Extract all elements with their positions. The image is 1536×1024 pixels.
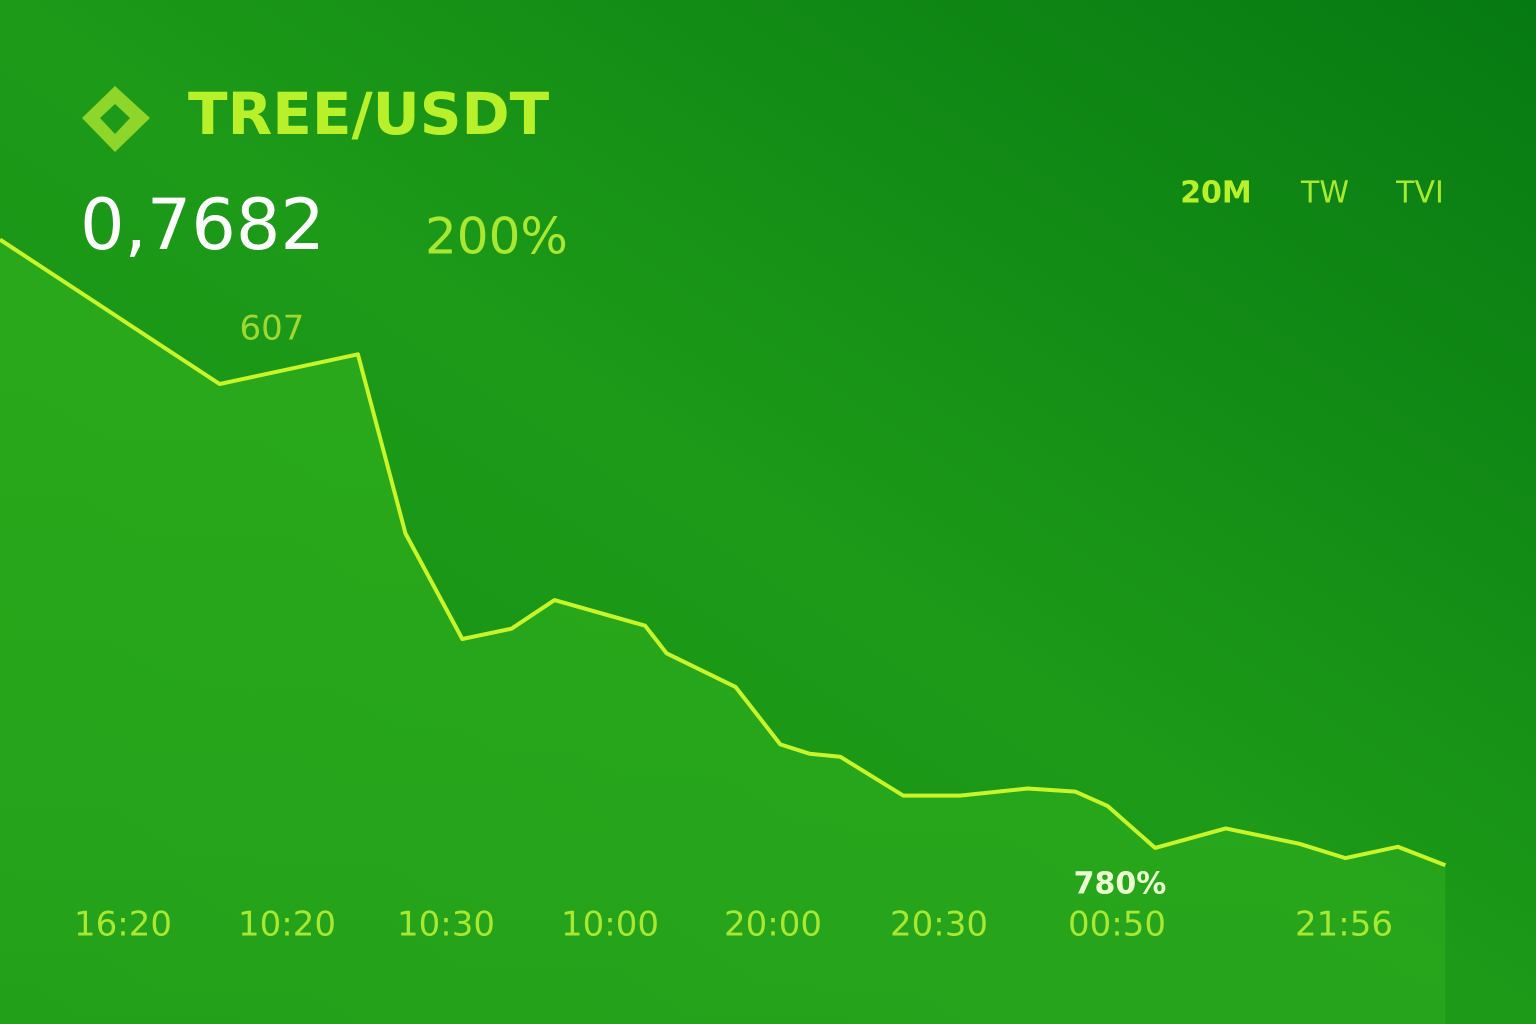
price-line (0, 237, 1447, 868)
x-tick-label: 00:50 (1068, 905, 1166, 945)
annotation: 780% (1074, 867, 1167, 902)
price: 0,7682 (80, 184, 325, 266)
timeframe[interactable]: TVI (1395, 176, 1444, 211)
price-change: 200% (425, 208, 568, 266)
x-tick-label: 20:30 (890, 905, 988, 945)
x-tick-label: 10:20 (238, 905, 336, 945)
x-tick-label: 16:20 (74, 905, 172, 945)
timeframe[interactable]: 20M (1180, 176, 1252, 211)
timeframe[interactable]: TW (1300, 176, 1349, 211)
pair-title: TREE/USDT (188, 80, 550, 148)
x-tick-label: 20:00 (724, 905, 822, 945)
area (0, 239, 1446, 1024)
annotation: 607 (240, 309, 305, 349)
x-tick-label: 10:30 (397, 905, 495, 945)
x-tick-label: 21:56 (1295, 905, 1393, 945)
x-tick-label: 10:00 (561, 905, 659, 945)
logo (82, 86, 150, 152)
